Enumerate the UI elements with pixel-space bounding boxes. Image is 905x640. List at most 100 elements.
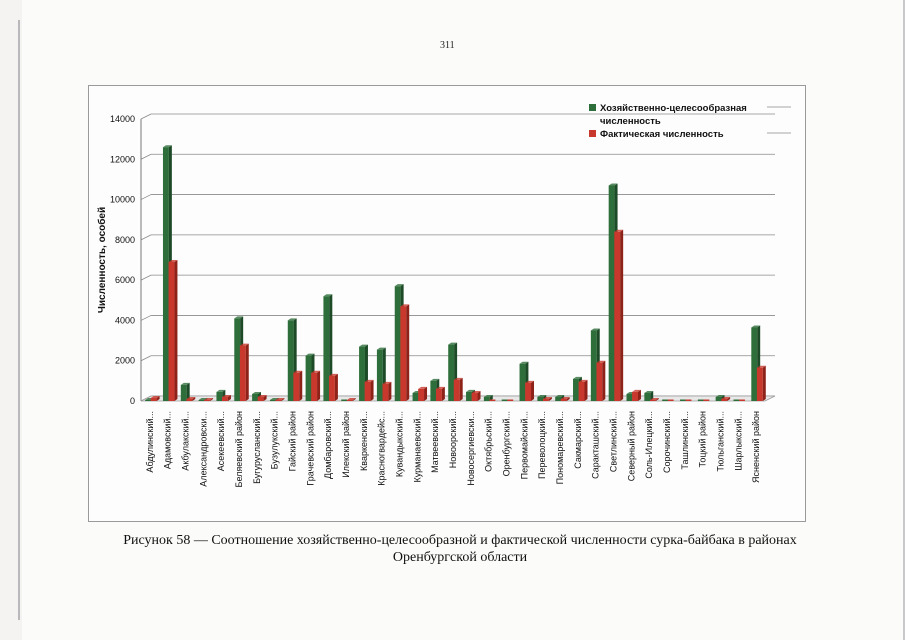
bar-top <box>204 397 214 400</box>
bar-top <box>430 378 440 381</box>
bar-side <box>727 396 731 401</box>
bar-series2 <box>257 394 267 401</box>
bar-front <box>364 381 371 401</box>
bar-front <box>525 382 532 401</box>
y-tick-label: 6000 <box>115 275 135 285</box>
category-label: Матвеевский... <box>430 411 440 473</box>
bar-series1 <box>662 399 669 401</box>
bar-front <box>239 345 246 401</box>
bar-front <box>596 362 603 401</box>
bar-series2 <box>346 397 356 401</box>
bar-side <box>762 365 766 401</box>
bar-front <box>180 384 187 401</box>
bar-front <box>578 381 585 401</box>
bar-front <box>555 396 562 401</box>
category-label: Красногвардейс... <box>377 411 387 486</box>
bar-side <box>263 394 267 401</box>
bar-series1 <box>501 399 508 401</box>
bar-front <box>346 399 353 401</box>
bar-top <box>364 379 374 382</box>
bar-top <box>483 394 493 397</box>
bar-top <box>293 370 303 373</box>
bar-top <box>632 389 641 392</box>
bar-side <box>186 382 190 401</box>
bar-front <box>376 349 383 401</box>
bar-top <box>573 376 582 379</box>
bar-side <box>602 360 606 401</box>
bar-top <box>756 365 766 368</box>
bar-front <box>293 372 300 401</box>
bar-series2 <box>703 399 710 401</box>
bar-top <box>542 396 552 399</box>
bar-top <box>721 396 731 399</box>
bar-front <box>560 398 567 401</box>
page-edge <box>18 20 20 620</box>
category-label: Грачевский район <box>305 411 315 486</box>
bar-series2 <box>400 304 410 401</box>
bar-top <box>234 316 244 319</box>
bar-top <box>275 397 285 400</box>
bar-front <box>257 396 264 401</box>
bar-front <box>269 399 276 401</box>
bar-series2 <box>418 386 428 401</box>
bar-chart: 0 2000 4000 6000 8000 10000 12000 14000 Численно… <box>96 103 791 487</box>
bar-top <box>216 389 226 392</box>
bar-top <box>323 294 333 297</box>
bar-front <box>756 367 763 401</box>
category-label: Илекский район <box>341 411 351 478</box>
chart-frame: 0 2000 4000 6000 8000 10000 12000 14000 Численно… <box>88 85 806 522</box>
bar-series2 <box>382 381 392 401</box>
category-label: Курманаевский... <box>412 411 422 483</box>
bar-front <box>252 393 258 401</box>
bar-top <box>311 370 321 373</box>
bar-front <box>715 396 722 401</box>
bar-series2 <box>525 380 535 401</box>
bar-front <box>430 380 437 401</box>
bar-series2 <box>649 397 659 401</box>
bar-front <box>519 363 526 401</box>
bar-side <box>477 390 481 401</box>
bar-top <box>287 318 297 321</box>
bar-top <box>305 353 315 356</box>
bar-top <box>537 394 547 397</box>
bar-series2 <box>453 377 463 401</box>
bar-front <box>685 399 692 401</box>
bar-front <box>329 375 335 401</box>
bar-front <box>400 306 407 401</box>
bar-side <box>655 397 659 401</box>
category-label: Бугурусланский... <box>252 411 262 484</box>
bar-front <box>483 396 490 401</box>
bar-side <box>584 379 588 401</box>
bar-top <box>257 394 267 397</box>
bar-front <box>697 399 704 401</box>
bar-front <box>341 399 348 401</box>
bar-front <box>453 379 460 401</box>
category-label: Октябрьский... <box>484 411 494 472</box>
bar-series1 <box>180 382 190 401</box>
bar-top <box>394 284 404 287</box>
bar-side <box>388 381 392 401</box>
bar-series1 <box>679 399 686 401</box>
bar-side <box>210 397 214 401</box>
y-tick-label: 4000 <box>115 315 135 325</box>
bar-side <box>566 396 570 401</box>
bar-series2 <box>364 379 374 401</box>
gridline-depth <box>140 274 152 281</box>
bar-series2 <box>739 399 745 401</box>
bar-side <box>317 370 321 401</box>
bar-front <box>733 399 740 401</box>
gridline-depth <box>140 153 152 160</box>
bar-front <box>644 392 651 401</box>
bar-top <box>578 379 588 382</box>
gridline-depth <box>140 194 152 200</box>
bar-side <box>281 397 285 401</box>
category-label: Абдулинский... <box>145 411 155 473</box>
bar-series2 <box>560 396 570 401</box>
category-label: Акбулакский... <box>181 411 191 471</box>
bar-front <box>649 399 656 401</box>
bar-top <box>448 342 458 345</box>
bar-front <box>537 396 544 401</box>
category-label: Шарлыкский... <box>733 411 743 471</box>
bar-top <box>180 382 190 385</box>
bar-front <box>667 399 674 401</box>
